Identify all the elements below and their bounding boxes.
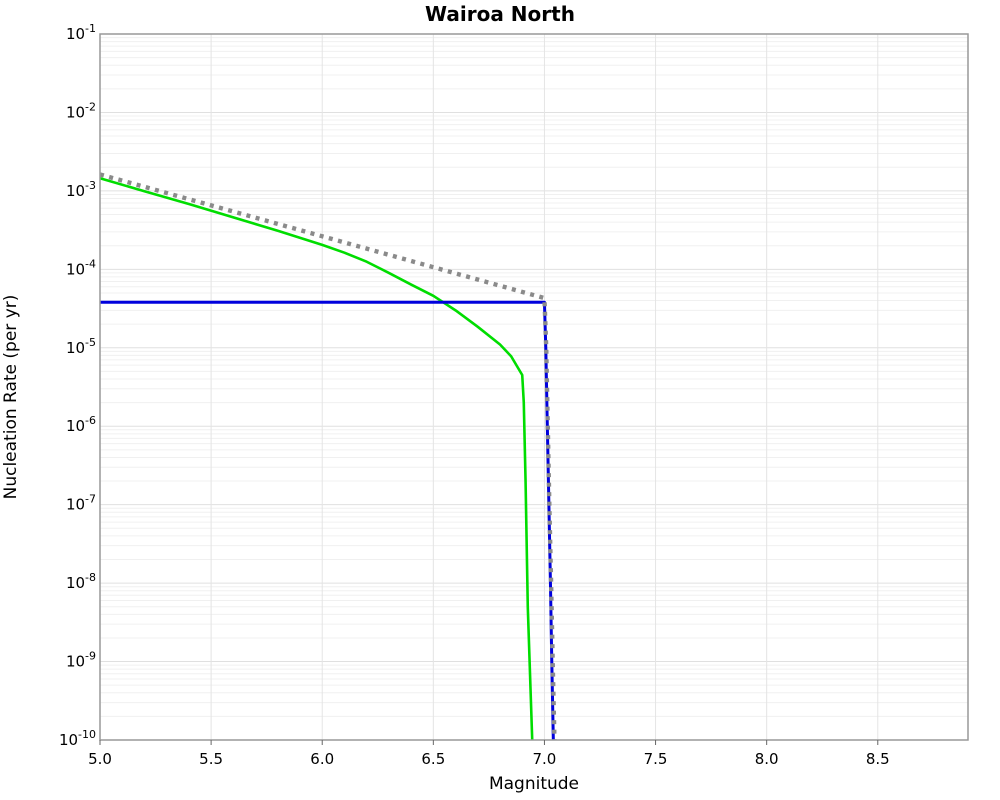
y-tick-label: 10-6 xyxy=(66,414,96,435)
x-axis-label: Magnitude xyxy=(489,774,579,794)
y-tick-label: 10-4 xyxy=(66,257,96,278)
y-tick-label: 10-2 xyxy=(66,100,96,121)
x-tick-label: 8.5 xyxy=(866,750,890,768)
x-tick-label: 7.0 xyxy=(533,750,557,768)
y-tick-label: 10-8 xyxy=(66,571,96,592)
axis-tick-labels: 5.0 5.5 6.0 6.5 7.0 7.5 8.0 8.5 10-1 10-2 10-3 10-4… xyxy=(59,22,890,768)
y-tick-label: 10-3 xyxy=(66,179,96,200)
y-tick-label: 10-10 xyxy=(59,728,96,749)
gridlines xyxy=(100,34,968,740)
plot-border xyxy=(99,33,969,741)
x-tick-label: 5.0 xyxy=(88,750,112,768)
x-tick-label: 8.0 xyxy=(755,750,779,768)
y-tick-label: 10-7 xyxy=(66,493,96,514)
y-tick-label: 10-9 xyxy=(66,650,96,671)
series-tapered-gutenberg-richter xyxy=(99,176,534,741)
y-tick-label: 10-5 xyxy=(66,336,96,357)
y-axis-label: Nucleation Rate (per yr) xyxy=(1,295,21,500)
x-tick-label: 5.5 xyxy=(199,750,223,768)
series-characteristic-rate xyxy=(100,300,555,741)
y-tick-label: 10-1 xyxy=(66,22,96,43)
chart-series xyxy=(99,172,557,741)
x-tick-label: 7.5 xyxy=(644,750,668,768)
x-tick-label: 6.5 xyxy=(421,750,445,768)
chart-title: Wairoa North xyxy=(425,2,575,26)
axis-ticks xyxy=(99,740,879,745)
series-gutenberg-richter-dotted xyxy=(99,172,557,741)
x-tick-label: 6.0 xyxy=(310,750,334,768)
